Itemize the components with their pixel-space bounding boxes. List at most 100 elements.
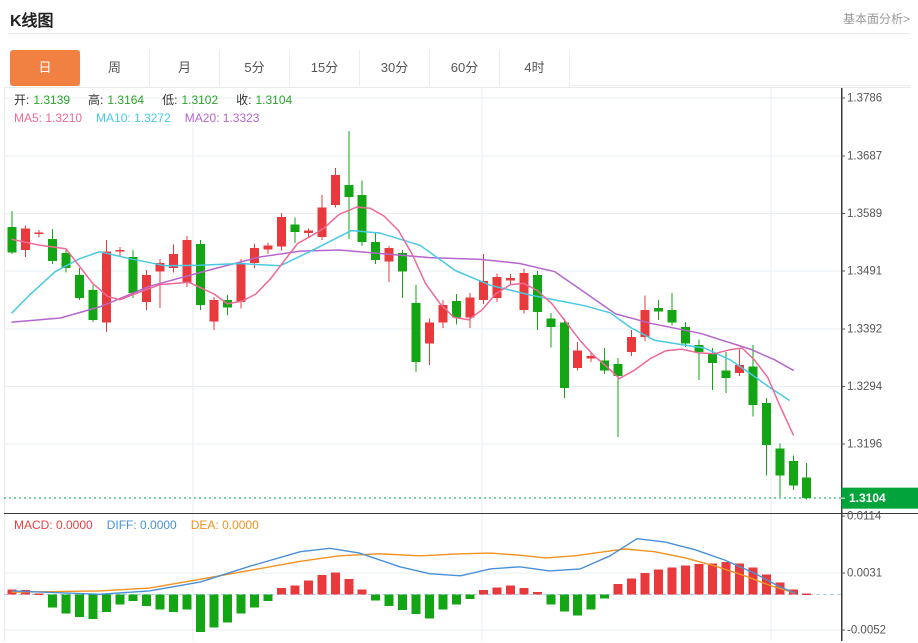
tab-min5[interactable]: 5分 — [220, 50, 290, 86]
tab-day[interactable]: 日 — [10, 50, 80, 86]
macd-legend-item: DEA: 0.0000 — [190, 518, 259, 532]
macd-bar — [438, 594, 448, 610]
candle-body — [586, 356, 596, 359]
macd-bar — [344, 579, 354, 595]
candle-body — [263, 245, 273, 250]
macd-bar — [519, 588, 529, 595]
period-tabs: 日周月 5分 15分 30分 60分 4时 — [10, 50, 910, 86]
macd-bar — [47, 594, 57, 608]
macd-bar — [317, 575, 327, 595]
ohlc-legend: 开: 1.3139 高: 1.3164 低: 1.3102 收: 1.3104 — [14, 91, 310, 108]
macd-bar — [182, 594, 192, 610]
candle-body — [249, 248, 259, 263]
macd-bar — [34, 593, 44, 595]
macd-legend-item: DIFF: 0.0000 — [106, 518, 177, 532]
ohlc-item: 高: 1.3164 — [88, 93, 145, 107]
macd-bar — [640, 573, 650, 595]
tab-month[interactable]: 月 — [150, 50, 220, 86]
macd-bar — [734, 563, 744, 595]
candle-body — [559, 322, 569, 388]
price-axis-label: 1.3589 — [847, 208, 882, 220]
grid-layer — [4, 87, 910, 641]
candle-body — [478, 281, 488, 300]
candles-layer — [4, 130, 841, 500]
candle-body — [47, 238, 57, 262]
macd-bar — [478, 590, 488, 595]
macd-bar — [196, 594, 206, 633]
candle-body — [371, 241, 381, 260]
macd-layer — [4, 538, 841, 633]
macd-bar — [88, 594, 98, 620]
macd-bar — [249, 594, 259, 608]
macd-bar — [627, 578, 637, 595]
candle-body — [209, 299, 219, 322]
macd-bar — [290, 585, 300, 595]
ohlc-item: 低: 1.3102 — [162, 93, 219, 107]
macd-bar — [546, 594, 556, 605]
tab-min30[interactable]: 30分 — [360, 50, 430, 86]
macd-bar — [802, 593, 812, 595]
candle-body — [654, 308, 664, 312]
candle-body — [802, 477, 812, 499]
tab-week[interactable]: 周 — [80, 50, 150, 86]
macd-bar — [654, 569, 664, 595]
candle-body — [694, 345, 704, 353]
macd-bar — [303, 580, 313, 595]
macd-bar — [142, 594, 152, 606]
macd-bar — [748, 567, 758, 595]
ohlc-item: 开: 1.3139 — [14, 93, 71, 107]
last-price-badge-text: 1.3104 — [849, 491, 886, 505]
macd-legend-item: MACD: 0.0000 — [14, 518, 93, 532]
macd-bar — [209, 594, 219, 628]
macd-bar — [74, 594, 84, 617]
dea-line — [11, 548, 796, 594]
price-axis-label: 1.3196 — [847, 439, 882, 451]
macd-legend: MACD: 0.0000 DIFF: 0.0000 DEA: 0.0000 — [14, 518, 273, 532]
candle-body — [61, 252, 71, 269]
macd-bar — [128, 594, 138, 602]
price-axis-label: 1.3687 — [847, 151, 882, 163]
macd-bar — [721, 562, 731, 595]
macd-bar — [169, 594, 179, 613]
macd-bar — [707, 563, 717, 595]
ma-legend: MA5: 1.3210 MA10: 1.3272 MA20: 1.3323 — [14, 111, 273, 125]
candle-body — [761, 403, 771, 445]
candle-body — [546, 318, 556, 327]
candle-body — [667, 309, 677, 323]
candle-body — [20, 228, 30, 250]
fundamental-analysis-link[interactable]: 基本面分析> — [842, 12, 910, 26]
candle-body — [425, 322, 435, 344]
macd-bar — [694, 564, 704, 595]
macd-bar — [492, 587, 502, 595]
tab-hour4[interactable]: 4时 — [500, 50, 570, 86]
price-axis-label: 1.3491 — [847, 266, 882, 278]
candle-body — [142, 275, 152, 303]
macd-bar — [586, 594, 596, 610]
candle-body — [748, 366, 758, 405]
candle-body — [182, 239, 192, 283]
candle-body — [196, 244, 206, 306]
candle-body — [303, 230, 313, 233]
price-axis-label: 1.3294 — [847, 381, 883, 393]
candle-body — [573, 350, 583, 368]
tab-min60[interactable]: 60分 — [430, 50, 500, 86]
candle-body — [707, 353, 717, 364]
macd-bar — [223, 594, 233, 623]
macd-bar — [505, 585, 515, 595]
macd-bar — [532, 592, 542, 595]
macd-bar — [384, 594, 394, 606]
ohlc-item: 收: 1.3104 — [236, 93, 293, 107]
tab-min15[interactable]: 15分 — [290, 50, 360, 86]
macd-bar — [681, 565, 690, 595]
macd-bar — [398, 594, 408, 611]
header-divider — [8, 33, 910, 34]
ma-legend-item: MA20: 1.3323 — [184, 111, 260, 125]
candle-body — [330, 174, 340, 205]
macd-bar — [613, 583, 623, 595]
candle-body — [411, 302, 421, 363]
ma5-line — [11, 206, 795, 436]
candle-body — [532, 275, 542, 313]
candle-body — [34, 232, 44, 235]
